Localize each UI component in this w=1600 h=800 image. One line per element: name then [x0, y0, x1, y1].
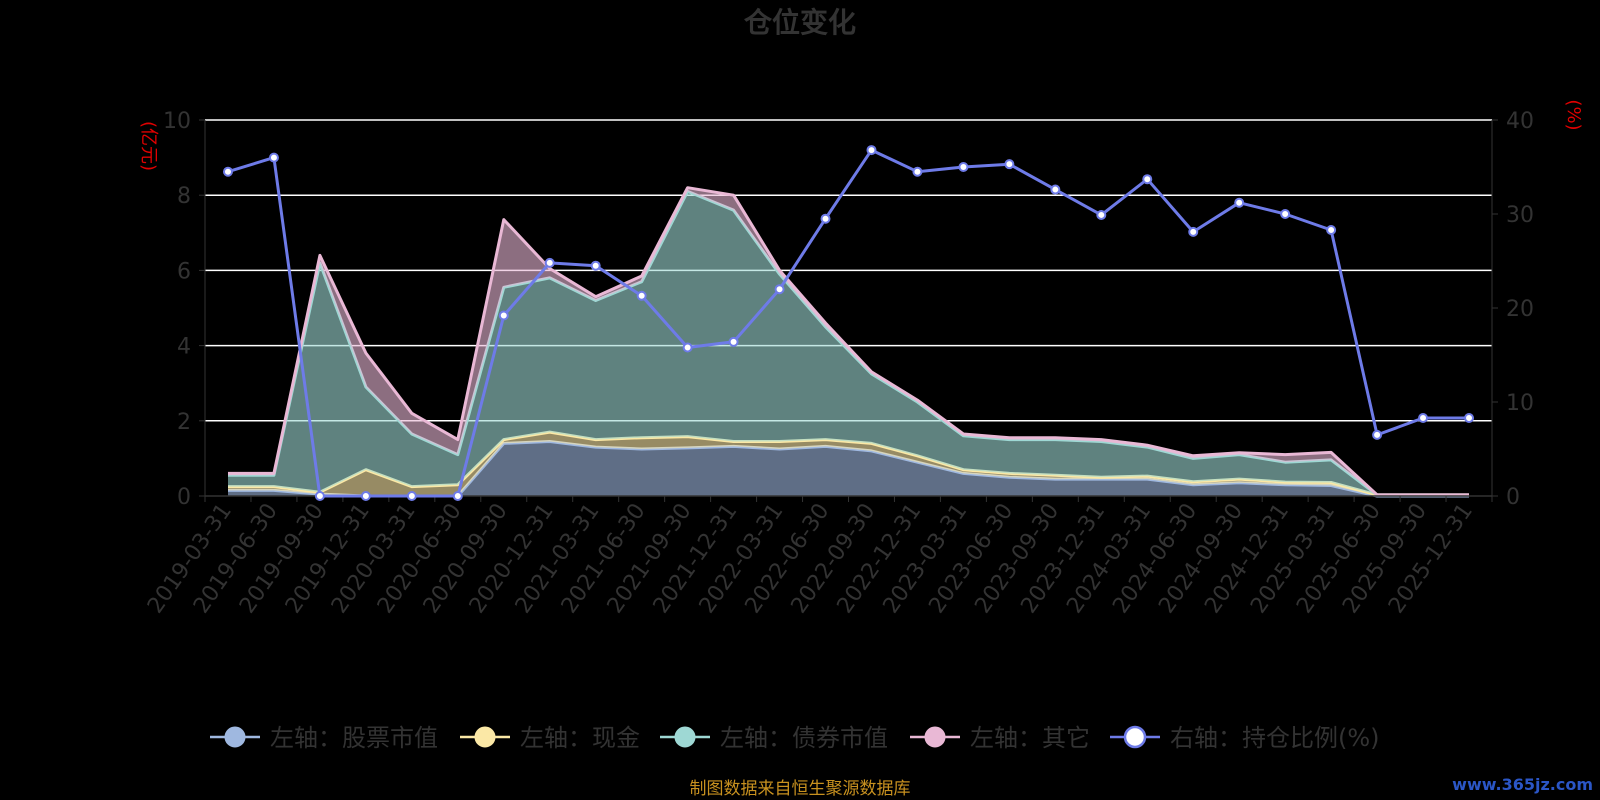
ratio-point — [1142, 174, 1153, 185]
left-tick-label: 4 — [177, 335, 191, 360]
ratio-point — [1050, 184, 1061, 195]
ratio-point — [1464, 412, 1475, 423]
ratio-point — [590, 260, 601, 271]
ratio-point — [820, 213, 831, 224]
area-左轴：现金 — [228, 432, 1469, 496]
ratio-point — [1372, 429, 1383, 440]
ratio-point — [866, 145, 877, 156]
legend-label: 左轴：债券市值 — [720, 724, 888, 752]
ratio-point — [728, 336, 739, 347]
legend-item[interactable]: 左轴：债券市值 — [660, 724, 888, 752]
legend-marker-icon — [924, 726, 946, 748]
ratio-point — [498, 310, 509, 321]
legend-marker-icon — [674, 726, 696, 748]
ratio-point — [1096, 209, 1107, 220]
grid — [205, 119, 1492, 422]
ratio-point — [1188, 226, 1199, 237]
ratio-point — [682, 342, 693, 353]
legend-item[interactable]: 左轴：现金 — [460, 724, 640, 752]
left-tick-label: 10 — [163, 109, 191, 134]
ratio-point — [1234, 197, 1245, 208]
left-axis-unit: (亿元) — [138, 121, 159, 171]
legend-marker-icon — [1123, 725, 1147, 749]
right-tick-label: 40 — [1506, 109, 1534, 134]
right-tick-label: 20 — [1506, 297, 1534, 322]
ratio-point — [636, 290, 647, 301]
legend-marker-icon — [224, 726, 246, 748]
ratio-point — [452, 491, 463, 501]
ratio-point — [406, 491, 417, 501]
ratio-point — [222, 166, 233, 177]
ratio-point — [1004, 159, 1015, 170]
right-axis-unit: (%) — [1563, 99, 1584, 130]
right-tick-label: 0 — [1506, 485, 1520, 510]
ratio-point — [912, 166, 923, 177]
stacked-areas — [228, 186, 1469, 498]
legend-label: 左轴：现金 — [520, 724, 640, 752]
legend: 左轴：股票市值 左轴：现金 左轴：债券市值 左轴：其它 右轴：持仓比例(%) — [210, 724, 1380, 752]
ratio-point — [1326, 224, 1337, 235]
area-左轴：其它 — [228, 187, 1469, 495]
left-tick-label: 8 — [177, 184, 191, 209]
legend-label: 左轴：股票市值 — [270, 724, 438, 752]
chart-title: 仓位变化 — [744, 6, 856, 39]
left-tick-label: 2 — [177, 410, 191, 435]
legend-label: 右轴：持仓比例(%) — [1170, 724, 1380, 752]
left-tick-label: 6 — [177, 259, 191, 284]
ratio-point — [314, 491, 325, 501]
ratio-point — [360, 491, 371, 501]
ratio-point — [774, 284, 785, 295]
ratio-point — [544, 257, 555, 268]
ratio-line-path — [227, 148, 1469, 498]
legend-item[interactable]: 右轴：持仓比例(%) — [1110, 724, 1380, 752]
ratio-line — [222, 145, 1475, 501]
ratio-point — [268, 152, 279, 163]
area-左轴：股票市值 — [228, 441, 1469, 496]
ratio-point — [1418, 412, 1429, 423]
ratio-point — [958, 162, 969, 172]
legend-label: 左轴：其它 — [970, 724, 1090, 752]
legend-marker-icon — [474, 726, 496, 748]
area-左轴：债券市值 — [228, 191, 1469, 495]
watermark: www.365jz.com — [1452, 775, 1593, 794]
right-tick-label: 30 — [1506, 203, 1534, 228]
legend-item[interactable]: 左轴：其它 — [910, 724, 1090, 752]
area-edge-左轴：其它 — [228, 186, 1469, 497]
data-source-note: 制图数据来自恒生聚源数据库 — [690, 779, 911, 799]
left-tick-label: 0 — [177, 485, 191, 510]
right-tick-label: 10 — [1506, 391, 1534, 416]
legend-item[interactable]: 左轴：股票市值 — [210, 724, 438, 752]
ratio-point — [1280, 209, 1291, 219]
